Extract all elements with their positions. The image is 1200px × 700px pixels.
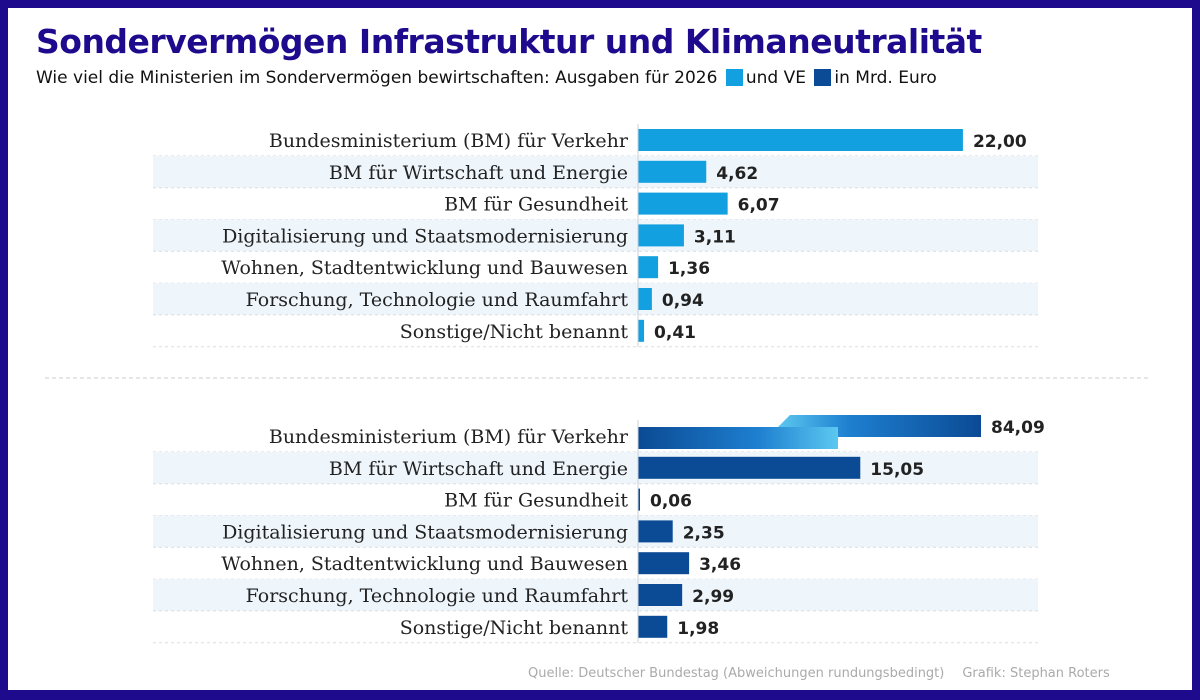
chart-frame: [8, 8, 1192, 690]
legend-label-ve: und VE: [745, 68, 806, 88]
value-label: 84,09: [991, 418, 1045, 438]
bar: [638, 224, 684, 247]
source-note: Quelle: Deutscher Bundestag (Abweichunge…: [528, 666, 945, 681]
category-label: Wohnen, Stadtentwicklung und Bauwesen: [221, 553, 628, 575]
category-label: BM für Gesundheit: [444, 194, 628, 216]
category-label: Digitalisierung und Staatsmodernisierung: [222, 521, 628, 543]
bar: [638, 256, 659, 279]
bar: [638, 192, 728, 215]
category-label: BM für Wirtschaft und Energie: [329, 458, 628, 480]
category-label: BM für Gesundheit: [444, 490, 628, 512]
bar: [638, 456, 861, 479]
legend-label-unit: in Mrd. Euro: [834, 68, 937, 88]
category-label: Digitalisierung und Staatsmodernisierung: [222, 225, 628, 247]
value-label: 3,46: [699, 555, 741, 575]
bar: [638, 288, 652, 310]
value-label: 2,35: [683, 523, 725, 543]
credit-note: Grafik: Stephan Roters: [962, 666, 1110, 681]
bar: [638, 129, 963, 151]
bar: [638, 160, 707, 183]
row-stripe: [153, 155, 1038, 188]
bar: [638, 427, 838, 449]
bar: [638, 488, 640, 511]
value-label: 1,36: [668, 259, 710, 279]
row-stripe: [153, 515, 1038, 548]
row-stripe: [153, 451, 1038, 484]
category-label: Bundesministerium (BM) für Verkehr: [269, 426, 629, 448]
bar: [638, 319, 645, 342]
value-label: 15,05: [870, 460, 924, 480]
value-label: 22,00: [973, 132, 1027, 152]
bar: [638, 552, 690, 575]
category-label: Wohnen, Stadtentwicklung und Bauwesen: [221, 257, 628, 279]
bar: [638, 584, 683, 606]
value-label: 4,62: [716, 164, 758, 184]
subtitle-text: Wie viel die Ministerien im Sondervermög…: [36, 68, 718, 88]
value-label: 1,98: [677, 619, 719, 639]
value-label: 2,99: [692, 587, 734, 607]
bar: [638, 615, 668, 638]
chart-title: Sondervermögen Infrastruktur und Klimane…: [36, 22, 982, 61]
value-label: 6,07: [738, 196, 780, 216]
row-stripe: [153, 219, 1038, 252]
value-label: 0,41: [654, 323, 696, 343]
category-label: BM für Wirtschaft und Energie: [329, 162, 628, 184]
chart-footer: Quelle: Deutscher Bundestag (Abweichunge…: [528, 666, 1110, 681]
category-label: Sonstige/Nicht benannt: [400, 321, 629, 343]
category-label: Forschung, Technologie und Raumfahrt: [246, 585, 629, 607]
value-label: 0,06: [650, 492, 692, 512]
bar-broken-part2: [778, 415, 981, 437]
category-label: Forschung, Technologie und Raumfahrt: [246, 289, 629, 311]
chart-subtitle: Wie viel die Ministerien im Sondervermög…: [36, 68, 937, 88]
row-stripe: [153, 579, 1038, 611]
row-stripe: [153, 283, 1038, 315]
value-label: 3,11: [694, 227, 736, 247]
legend-swatch-ausgaben: [725, 69, 743, 86]
category-label: Bundesministerium (BM) für Verkehr: [269, 130, 629, 152]
category-label: Sonstige/Nicht benannt: [400, 617, 629, 639]
bar: [638, 520, 673, 543]
value-label: 0,94: [662, 291, 704, 311]
legend-swatch-ve: [814, 69, 832, 86]
